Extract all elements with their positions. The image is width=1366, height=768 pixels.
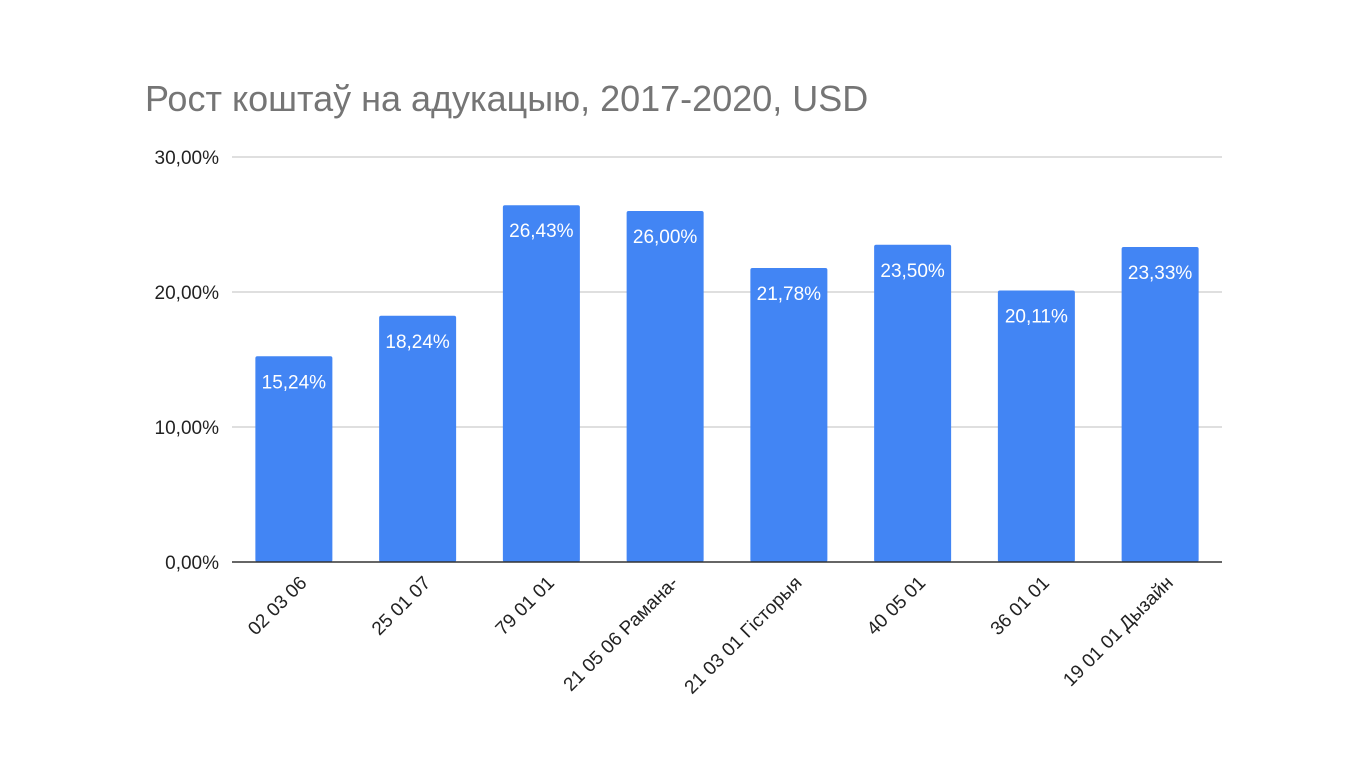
bar: [255, 356, 333, 562]
bar: [874, 244, 952, 562]
bar-value-label: 26,43%: [509, 221, 574, 242]
x-tick-label: 36 01 01: [987, 573, 1054, 640]
bar-value-label: 23,50%: [880, 261, 945, 282]
bar-value-label: 18,24%: [385, 332, 450, 353]
bar: [626, 211, 704, 562]
x-tick-label: 21 03 01 Гісторыя: [681, 573, 807, 699]
x-tick-label: 21 05 06 Рамана-: [560, 573, 683, 696]
chart-title: Рост коштаў на адукацыю, 2017-2020, USD: [145, 78, 869, 119]
y-axis-ticks: 0,00% 10,00% 20,00% 30,00%: [155, 148, 220, 574]
bars: [255, 205, 1199, 563]
y-tick-label: 20,00%: [155, 283, 220, 304]
bar-labels: 15,24% 18,24% 26,43% 26,00% 21,78% 23,50% 20,1…: [262, 221, 1193, 393]
bar-value-label: 23,33%: [1128, 263, 1193, 284]
bar: [379, 315, 457, 562]
bar: [1121, 247, 1199, 563]
bar-value-label: 15,24%: [262, 372, 327, 393]
x-axis-ticks: 02 03 06 25 01 07 79 01 01 21 05 06 Рамана-…: [244, 573, 1177, 699]
x-tick-label: 02 03 06: [244, 573, 311, 640]
bar-value-label: 20,11%: [1005, 307, 1068, 328]
y-tick-label: 0,00%: [165, 553, 219, 574]
bar-value-label: 26,00%: [633, 227, 698, 248]
x-tick-label: 25 01 07: [368, 573, 435, 640]
bar: [750, 267, 828, 562]
y-tick-label: 10,00%: [155, 418, 220, 439]
y-tick-label: 30,00%: [155, 148, 220, 169]
x-tick-label: 79 01 01: [492, 573, 559, 640]
x-tick-label: 40 05 01: [863, 573, 930, 640]
x-tick-label: 19 01 01 Дызайн: [1059, 573, 1177, 691]
bar: [502, 205, 580, 562]
bar: [997, 290, 1075, 562]
bar-value-label: 21,78%: [757, 284, 822, 305]
